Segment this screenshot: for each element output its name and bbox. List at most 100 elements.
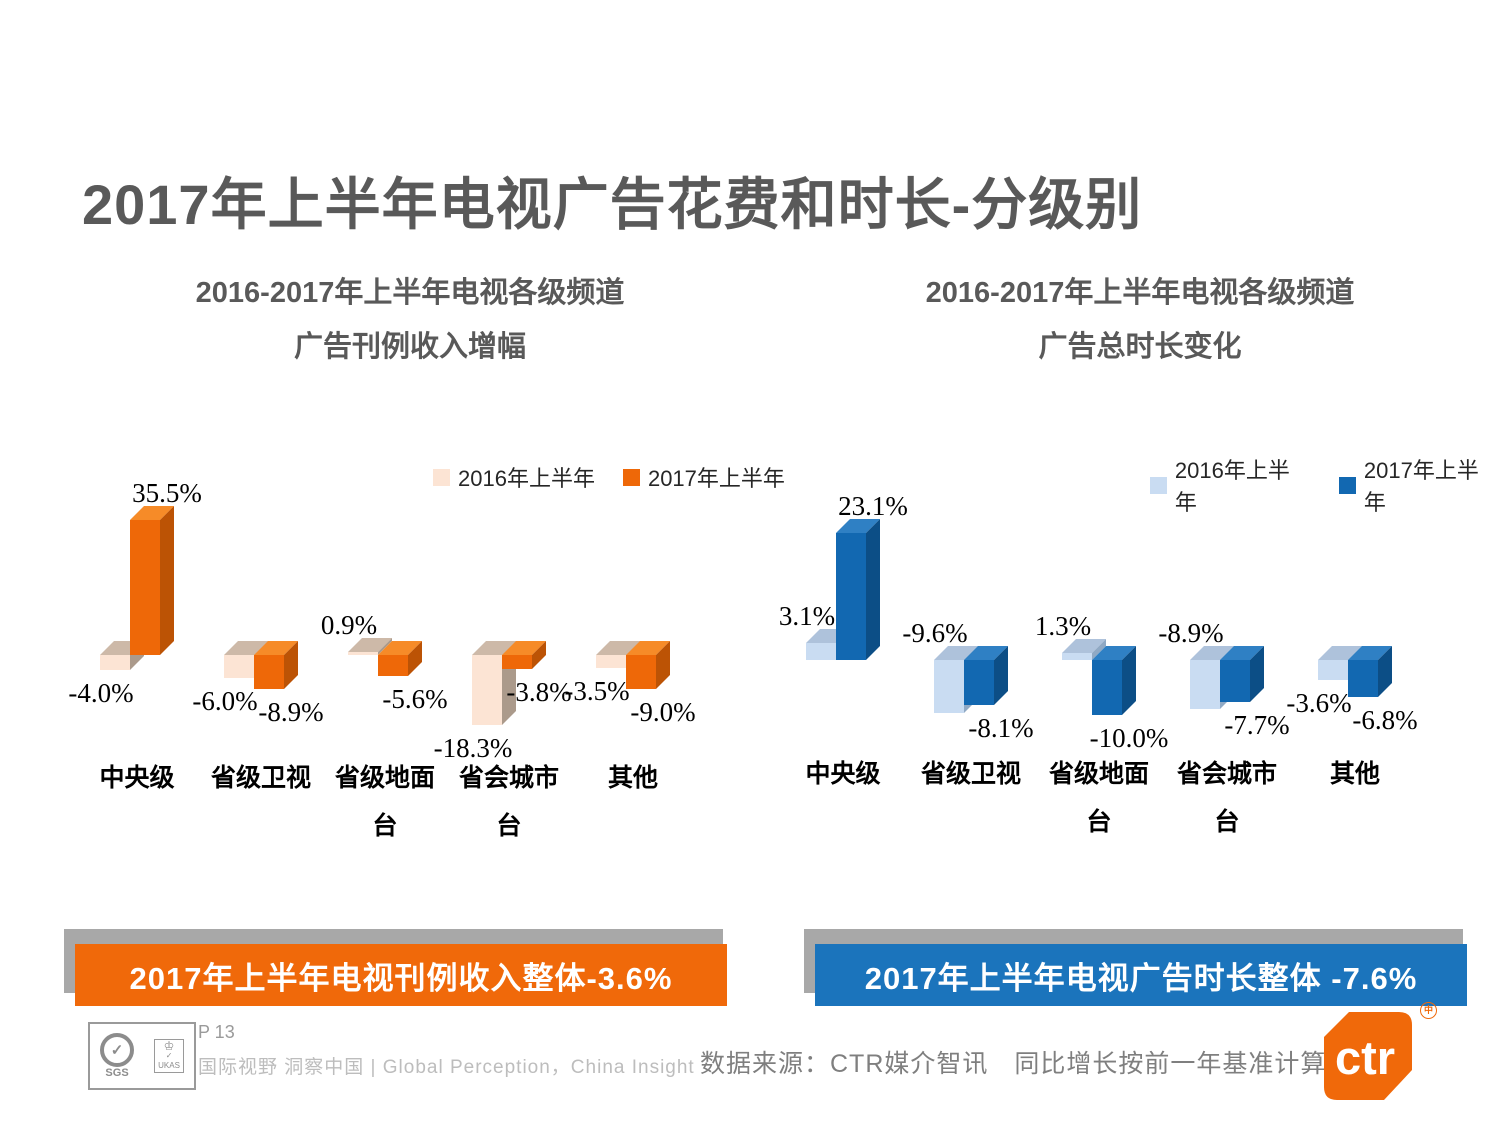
ukas-logo: ♔ ✓ UKAS — [154, 1039, 184, 1073]
category-label: 省级地面台 — [334, 764, 436, 840]
bar-top-face — [596, 641, 640, 655]
sgs-logo: ✓ SGS — [100, 1033, 135, 1079]
bar-front-face — [100, 655, 130, 670]
ctr-logo: ctr — [1324, 1012, 1412, 1100]
bar-front-face — [1092, 660, 1122, 715]
bar-front-face — [1220, 660, 1250, 702]
category-label: 省级地面台 — [1048, 760, 1150, 836]
bar-side-face — [1378, 646, 1392, 697]
bar-top-face — [348, 638, 392, 652]
bar-top-face — [934, 646, 978, 660]
bar-side-face — [994, 646, 1008, 705]
value-label-其他-2017年上半年: -9.0% — [630, 697, 696, 727]
value-label-省会城市台-2017年上半年: -7.7% — [1224, 710, 1290, 740]
revenue-summary-text: 2017年上半年电视刊例收入整体-3.6% — [75, 944, 727, 1006]
bar-front-face — [964, 660, 994, 705]
page-number: P 13 — [198, 1022, 235, 1042]
bar-top-face — [626, 641, 670, 655]
bar-front-face — [472, 655, 502, 725]
bar-top-face — [130, 506, 174, 520]
value-label-其他-2016年上半年: -3.5% — [564, 676, 630, 706]
bar-top-face — [472, 641, 516, 655]
bar-top-face — [502, 641, 546, 655]
certification-logos: ✓ SGS ♔ ✓ UKAS — [88, 1022, 196, 1090]
ukas-crown-icon: ♔ — [163, 1039, 175, 1053]
category-label: 省级卫视 — [920, 760, 1022, 788]
value-label-其他-2017年上半年: -6.8% — [1352, 705, 1418, 735]
value-label-省级地面台-2017年上半年: -10.0% — [1089, 723, 1169, 753]
value-label-省级地面台-2016年上半年: 0.9% — [320, 610, 378, 640]
chart-duration-legend: 2016年上半年 2017年上半年 — [1150, 453, 1500, 517]
bar-side-face — [656, 641, 670, 689]
bar-side-face — [284, 641, 298, 689]
value-label-中央级-2016年上半年: -4.0% — [68, 678, 134, 708]
bar-top-face — [1062, 639, 1106, 653]
value-label-省会城市台-2016年上半年: -8.9% — [1158, 618, 1224, 648]
legend-item-2017: 2017年上半年 — [1339, 453, 1500, 517]
legend-item-2016: 2016年上半年 — [433, 461, 595, 493]
slide-title: 2017年上半年电视广告花费和时长-分级别 — [82, 172, 1143, 236]
value-label-省会城市台-2017年上半年: -3.8% — [506, 677, 572, 707]
bar-front-face — [1062, 653, 1092, 660]
chart-revenue-plot: 中央级 省级卫视 省级地面台省会城市台 其他 -4.0% -6.0% 0.9% -18.3% -… — [60, 470, 760, 870]
bar-top-face — [224, 641, 268, 655]
chart-duration-title: 2016-2017年上半年电视各级频道 广告总时长变化 — [790, 276, 1490, 364]
category-label: 其他 — [607, 764, 659, 792]
legend-swatch-2017 — [622, 468, 640, 486]
legend-label-2017: 2017年上半年 — [1363, 458, 1479, 515]
legend-label-2016: 2016年上半年 — [458, 466, 595, 491]
value-label-其他-2016年上半年: -3.6% — [1286, 688, 1352, 718]
category-label: 其他 — [1329, 760, 1381, 788]
bar-top-face — [254, 641, 298, 655]
chart-revenue-title-line2: 广告刊例收入增幅 — [293, 331, 526, 363]
category-label: 省会城市台 — [1176, 760, 1278, 836]
bar-top-face — [964, 646, 1008, 660]
bar-front-face — [626, 655, 656, 689]
bar-front-face — [836, 533, 866, 660]
value-label-中央级-2017年上半年: 35.5% — [132, 478, 202, 508]
bar-front-face — [806, 643, 836, 660]
bar-front-face — [1190, 660, 1220, 709]
bar-front-face — [502, 655, 532, 669]
bar-side-face — [1122, 646, 1136, 715]
bar-top-face — [836, 519, 880, 533]
bar-top-face — [378, 641, 422, 655]
bar-front-face — [596, 655, 626, 668]
sgs-label: SGS — [105, 1067, 129, 1079]
bar-side-face — [160, 506, 174, 655]
bar-side-face — [866, 519, 880, 660]
bar-front-face — [254, 655, 284, 689]
category-label: 省级卫视 — [210, 764, 312, 792]
svg-text:ctr: ctr — [1335, 1031, 1395, 1084]
bar-top-face — [1318, 646, 1362, 660]
bar-front-face — [1348, 660, 1378, 697]
ukas-label: UKAS — [158, 1061, 180, 1070]
legend-swatch-2016 — [433, 468, 450, 486]
bar-top-face — [1092, 646, 1136, 660]
bar-front-face — [348, 652, 378, 655]
chart-duration-title-line2: 广告总时长变化 — [1038, 331, 1242, 363]
bar-top-face — [1220, 646, 1264, 660]
bar-side-face — [1250, 646, 1264, 702]
value-label-中央级-2016年上半年: 3.1% — [778, 601, 836, 631]
category-label: 中央级 — [805, 760, 881, 788]
bar-top-face — [1190, 646, 1234, 660]
category-label: 中央级 — [99, 764, 175, 792]
value-label-省会城市台-2016年上半年: -18.3% — [433, 733, 513, 763]
ukas-check-icon: ✓ — [165, 1051, 173, 1060]
value-label-省级卫视-2016年上半年: -9.6% — [902, 618, 968, 648]
bar-front-face — [130, 520, 160, 655]
sgs-check-icon: ✓ — [100, 1033, 135, 1067]
value-label-省级地面台-2017年上半年: -5.6% — [382, 684, 448, 714]
value-label-中央级-2017年上半年: 23.1% — [838, 491, 908, 521]
value-label-省级卫视-2017年上半年: -8.1% — [968, 713, 1034, 743]
value-label-省级地面台-2016年上半年: 1.3% — [1034, 611, 1092, 641]
chart-duration-title-line1: 2016-2017年上半年电视各级频道 — [925, 277, 1355, 309]
legend-label-2017: 2017年上半年 — [647, 466, 785, 491]
duration-summary-banner: 2017年上半年电视广告时长整体 -7.6% — [804, 929, 1467, 1006]
chart-revenue-title: 2016-2017年上半年电视各级频道 广告刊例收入增幅 — [60, 276, 760, 364]
value-label-省级卫视-2016年上半年: -6.0% — [192, 686, 258, 716]
chart-revenue-title-line1: 2016-2017年上半年电视各级频道 — [195, 277, 625, 309]
legend-item-2017: 2017年上半年 — [622, 461, 785, 493]
